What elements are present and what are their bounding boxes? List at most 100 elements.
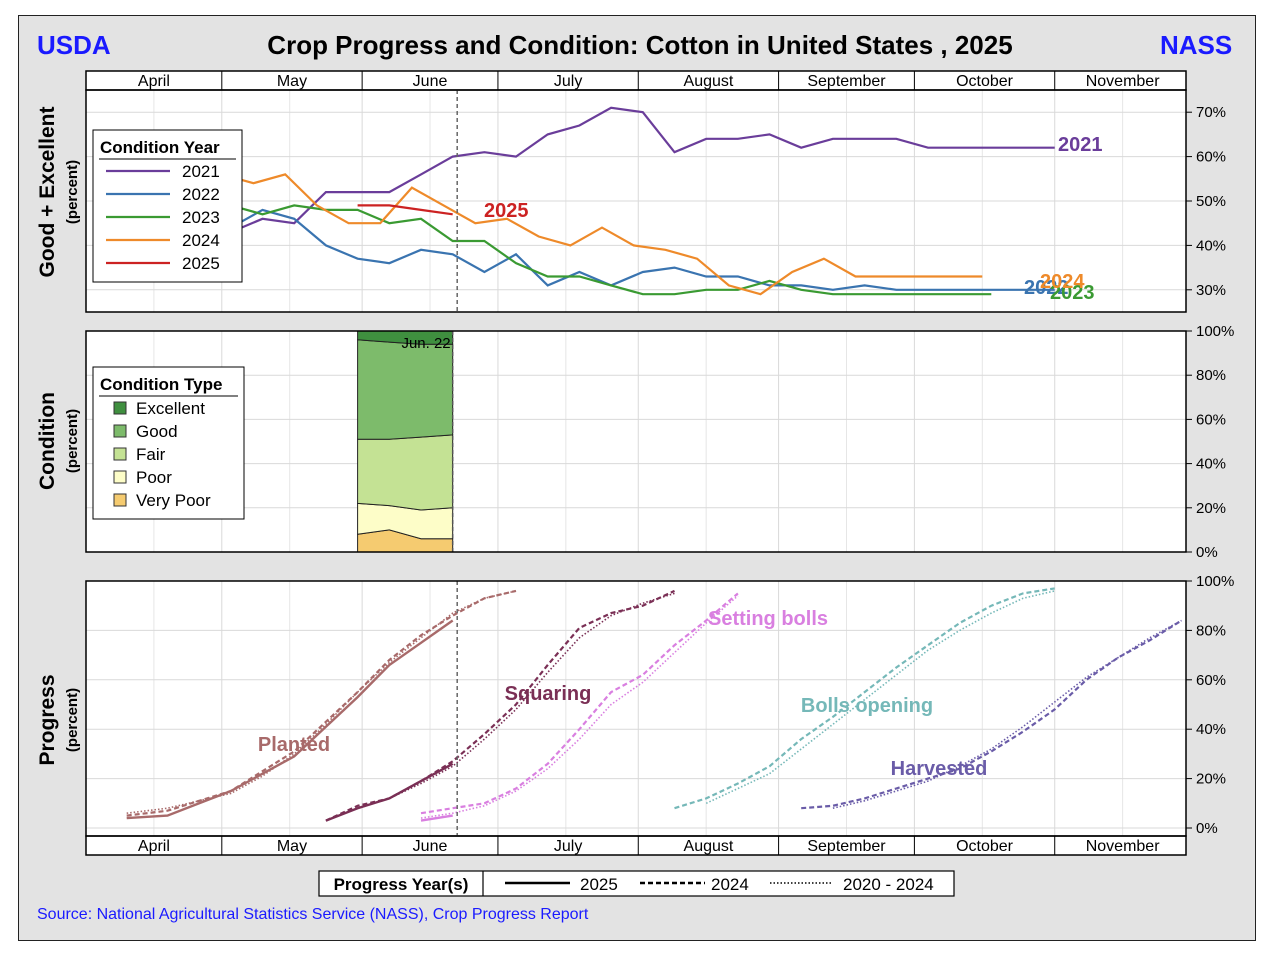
month-label: June xyxy=(413,73,448,90)
chart-title: Crop Progress and Condition: Cotton in U… xyxy=(267,30,1013,60)
prog-ytick-label: 20% xyxy=(1196,771,1226,788)
month-label: July xyxy=(554,73,582,90)
cond-ytick-label: 40% xyxy=(1196,456,1226,473)
ge-series-2025 xyxy=(357,204,453,216)
ge-end-label-2022: 2022 xyxy=(1024,277,1069,299)
month-label: July xyxy=(554,838,582,855)
prog-ylabel-sub: (percent) xyxy=(64,688,81,752)
cond-week-annotation: Jun. 22 xyxy=(401,335,450,352)
ge-legend-title: Condition Year xyxy=(100,138,220,157)
prog-setting-bolls-avg-line xyxy=(420,595,739,819)
month-label: August xyxy=(684,73,734,90)
month-label: October xyxy=(956,838,1014,855)
ge-panel-border xyxy=(85,89,1187,313)
ge-series-2024 xyxy=(158,151,983,296)
cond-band-good xyxy=(357,339,454,440)
prog-ylabel: Progress xyxy=(36,674,59,765)
ge-ytick-label: 30% xyxy=(1196,282,1226,299)
prog-setting-bolls-2025-line xyxy=(420,814,453,822)
month-label: May xyxy=(277,838,307,855)
ge-end-label-2021: 2021 xyxy=(1058,134,1103,156)
cond-ytick-label: 100% xyxy=(1196,323,1234,340)
month-label: April xyxy=(138,838,170,855)
month-label: November xyxy=(1086,73,1160,90)
cond-legend-label: Poor xyxy=(136,468,172,487)
cond-panel-border xyxy=(85,330,1187,553)
month-label: October xyxy=(956,73,1014,90)
prog-planted-2025-line xyxy=(126,619,454,820)
ge-ytick-label: 50% xyxy=(1196,193,1226,210)
month-label: September xyxy=(807,838,886,855)
top-month-strip xyxy=(85,70,1187,91)
month-label: June xyxy=(413,838,448,855)
ge-ytick-label: 40% xyxy=(1196,237,1226,254)
prog-panel-border xyxy=(85,580,1187,837)
cond-legend-title: Condition Type xyxy=(100,375,222,394)
month-label: September xyxy=(807,73,886,90)
cond-legend-swatch xyxy=(113,401,127,415)
prog-squaring-2025-line xyxy=(325,762,454,822)
cond-legend-swatch xyxy=(113,424,127,438)
prog-planted-2024-line xyxy=(126,589,517,817)
ge-series-2021 xyxy=(230,106,1055,234)
prog-stage-label-bolls-opening: Bolls opening xyxy=(801,695,933,717)
month-label: August xyxy=(684,838,734,855)
prog-legend-title: Progress Year(s) xyxy=(334,875,469,894)
month-label: April xyxy=(138,73,170,90)
prog-stage-label-squaring: Squaring xyxy=(505,683,592,705)
cond-ytick-label: 20% xyxy=(1196,500,1226,517)
prog-stage-label-planted: Planted xyxy=(258,734,330,756)
prog-legend-label: 2020 - 2024 xyxy=(843,875,934,894)
bottom-month-strip xyxy=(85,835,1187,856)
ge-legend-box xyxy=(92,129,243,283)
cond-band-fair xyxy=(357,434,454,511)
ge-legend-label: 2025 xyxy=(182,254,220,273)
prog-legend-box xyxy=(318,870,955,897)
cond-ylabel: Condition xyxy=(36,392,59,490)
cond-ylabel-sub: (percent) xyxy=(64,409,81,473)
ge-legend-label: 2022 xyxy=(182,185,220,204)
cond-legend-label: Fair xyxy=(136,445,166,464)
prog-ytick-label: 60% xyxy=(1196,672,1226,689)
prog-legend-label: 2024 xyxy=(711,875,749,894)
month-label: May xyxy=(277,73,307,90)
cond-legend-swatch xyxy=(113,493,127,507)
prog-squaring-2024-line xyxy=(325,589,675,822)
prog-harvested-2024-line xyxy=(801,619,1183,810)
prog-stage-label-harvested: Harvested xyxy=(891,758,988,780)
usda-logo-text: USDA xyxy=(37,30,111,60)
ge-series-2023 xyxy=(167,195,992,296)
month-label: November xyxy=(1086,838,1160,855)
cond-ytick-label: 80% xyxy=(1196,367,1226,384)
ge-legend-label: 2023 xyxy=(182,208,220,227)
prog-ytick-label: 80% xyxy=(1196,622,1226,639)
ge-ylabel-sub: (percent) xyxy=(64,160,81,224)
ge-legend-label: 2024 xyxy=(182,231,220,250)
ge-series-2022 xyxy=(230,208,1055,291)
prog-bolls-opening-2024-line xyxy=(674,587,1055,810)
prog-bolls-opening-avg-line xyxy=(705,590,1055,805)
source-note: Source: National Agricultural Statistics… xyxy=(37,906,589,923)
cond-legend-label: Very Poor xyxy=(136,491,211,510)
ge-ytick-label: 60% xyxy=(1196,149,1226,166)
ge-end-label-2025: 2025 xyxy=(484,200,529,222)
prog-ytick-label: 100% xyxy=(1196,573,1234,590)
ge-legend-label: 2021 xyxy=(182,162,220,181)
cond-ytick-label: 60% xyxy=(1196,411,1226,428)
prog-ytick-label: 0% xyxy=(1196,820,1218,837)
prog-panel-bg xyxy=(86,581,1186,836)
prog-setting-bolls-2024-line xyxy=(420,592,739,815)
cond-legend-label: Good xyxy=(136,422,178,441)
cond-legend-swatch xyxy=(113,470,127,484)
cond-panel-bg xyxy=(86,331,1186,552)
ge-end-label-2024: 2024 xyxy=(1040,271,1085,293)
prog-legend-label: 2025 xyxy=(580,875,618,894)
nass-logo-text: NASS xyxy=(1160,30,1233,60)
prog-stage-label-setting-bolls: Setting bolls xyxy=(708,608,828,630)
ge-ylabel: Good + Excellent xyxy=(36,107,59,278)
ge-end-label-2023: 2023 xyxy=(1050,282,1095,304)
cond-legend-label: Excellent xyxy=(136,399,205,418)
ge-ytick-label: 70% xyxy=(1196,104,1226,121)
prog-ytick-label: 40% xyxy=(1196,721,1226,738)
